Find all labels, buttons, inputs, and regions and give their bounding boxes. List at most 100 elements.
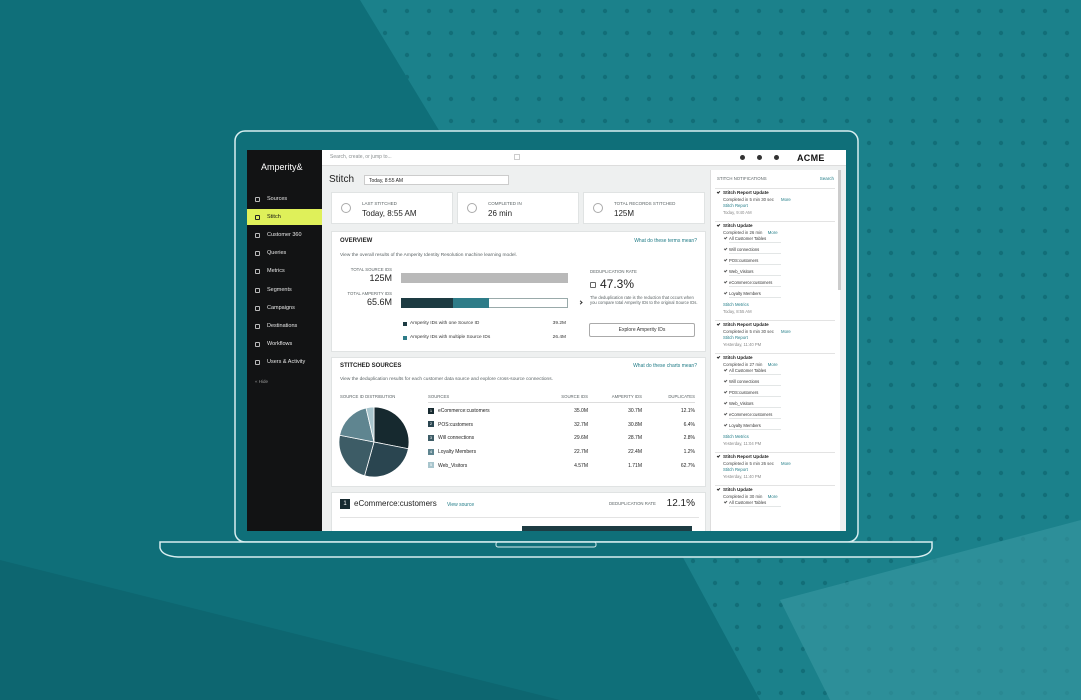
search-kbd xyxy=(514,154,520,160)
source-name[interactable]: Loyalty Members xyxy=(438,449,477,456)
notification-more[interactable]: More xyxy=(767,361,778,367)
pie-chart xyxy=(338,406,410,478)
total-source-value: 125M xyxy=(369,273,392,283)
sub-stats xyxy=(729,373,781,375)
sub-check xyxy=(723,500,727,504)
top-icon[interactable] xyxy=(774,155,779,160)
legend-label: Amperity IDs with multiple Source IDs xyxy=(410,335,491,340)
detail-rank: 1 xyxy=(340,499,350,509)
nav-item[interactable]: Queries xyxy=(267,250,287,257)
notification-more[interactable]: More xyxy=(767,493,778,499)
top-icon[interactable] xyxy=(757,155,762,160)
check-mark xyxy=(716,487,721,491)
source-detail-panel: 1 eCommerce:customers View source DEDUPLICA… xyxy=(331,492,706,531)
source-name[interactable]: POS:customers xyxy=(438,421,474,428)
nav-item[interactable]: Sources xyxy=(267,195,288,202)
hide-button[interactable]: « Hide xyxy=(255,379,269,384)
column-header: AMPERITY IDS xyxy=(611,394,642,399)
sub-item: Web_Visitors xyxy=(729,401,754,406)
pie-slice xyxy=(364,441,409,478)
overview-link[interactable]: What do these terms mean? xyxy=(634,238,697,244)
pie-slice xyxy=(373,406,410,450)
search-input[interactable]: Search, create, or jump to... xyxy=(330,154,392,160)
sub-stats xyxy=(729,384,781,386)
legend-swatch xyxy=(403,336,407,340)
nav-item[interactable]: Users & Activity xyxy=(267,359,306,366)
nav-item[interactable]: Segments xyxy=(267,286,292,293)
notification-title: Stitch Report Update xyxy=(723,190,769,195)
notification-status: Completed in 30 min xyxy=(723,493,763,499)
notification-more[interactable]: More xyxy=(781,196,791,202)
detail-link[interactable]: View source xyxy=(447,502,475,508)
notification-link[interactable]: Stitch Report xyxy=(723,467,748,472)
notification-status: Completed in 5 min 30 sec xyxy=(723,328,774,334)
sub-stats xyxy=(729,263,781,265)
stat-label: COMPLETED IN xyxy=(488,201,522,206)
stat-card: TOTAL RECORDS STITCHED 125M xyxy=(583,192,705,224)
account[interactable]: ACME xyxy=(797,153,825,163)
nav-item[interactable]: Workflows xyxy=(267,341,293,348)
notification-more[interactable]: More xyxy=(781,328,791,334)
nav-item[interactable]: Customer 360 xyxy=(267,231,302,238)
check-mark xyxy=(716,190,721,194)
app-screen: Amperity& Sources Stitch Customer 360 Querie… xyxy=(247,150,846,531)
dedup-text: The deduplication rate is the reduction … xyxy=(590,295,698,306)
source-name[interactable]: eCommerce:customers xyxy=(438,408,490,414)
sub-item: All Customer Tables xyxy=(729,236,767,241)
top-icon[interactable] xyxy=(740,155,745,160)
total-amperity-value: 65.6M xyxy=(366,297,392,307)
nav-icon xyxy=(255,214,260,220)
notification-link[interactable]: Stitch Metrics xyxy=(723,302,749,307)
source-name[interactable]: Will connections xyxy=(438,435,475,442)
page-title: Stitch xyxy=(329,174,355,185)
total-source-label: TOTAL SOURCE IDS xyxy=(350,267,392,272)
notification-time: Yesterday, 11:40 PM xyxy=(723,473,762,479)
stat-card: COMPLETED IN 26 min xyxy=(457,192,579,224)
rank-badge: 3 xyxy=(428,434,434,441)
notification-link[interactable]: Stitch Metrics xyxy=(723,434,749,439)
nav-icon xyxy=(255,269,260,275)
column-header: SOURCES xyxy=(428,394,450,399)
sub-check xyxy=(723,423,727,427)
nav-icon xyxy=(255,342,260,348)
sub-stats xyxy=(729,274,781,276)
dedup-label: DEDUPLICATION RATE xyxy=(590,269,637,274)
sub-check xyxy=(723,291,727,295)
nav-icon xyxy=(255,251,260,257)
notifications-panel: STITCH NOTIFICATIONS Search Stitch Report … xyxy=(710,170,841,531)
overview-description: View the overall results of the Amperity… xyxy=(340,253,517,258)
run-select[interactable]: Today, 8:55 AM xyxy=(364,175,509,185)
notification-more[interactable]: More xyxy=(781,460,791,466)
notifications-search[interactable]: Search xyxy=(819,176,834,181)
source-name[interactable]: Web_Visitors xyxy=(438,462,468,469)
divider xyxy=(715,320,835,321)
sub-item: Will connections xyxy=(729,379,760,384)
notification-more[interactable]: More xyxy=(767,229,778,235)
nav-item[interactable]: Campaigns xyxy=(267,304,295,311)
sub-stats xyxy=(729,406,781,408)
sub-check xyxy=(723,280,727,284)
scrollbar xyxy=(838,170,841,290)
notification-link[interactable]: Stitch Report xyxy=(723,335,748,340)
explore-button[interactable]: Explore Amperity IDs xyxy=(589,323,695,337)
sub-stats xyxy=(729,417,781,419)
nav-item[interactable]: Destinations xyxy=(267,322,298,329)
notification-title: Stitch Report Update xyxy=(723,322,769,327)
sub-stats xyxy=(729,428,781,430)
stat-label: TOTAL RECORDS STITCHED xyxy=(614,201,676,206)
notification-time: Yesterday, 11:40 PM xyxy=(723,341,762,347)
expand-arrow[interactable] xyxy=(578,300,583,305)
notification-link[interactable]: Stitch Report xyxy=(723,203,748,208)
nav-item[interactable]: Stitch xyxy=(267,213,281,220)
nav-item[interactable]: Metrics xyxy=(267,268,285,275)
sub-item: Will connections xyxy=(729,247,760,252)
sub-item: All Customer Tables xyxy=(729,368,767,373)
total-amperity-label: TOTAL AMPERITY IDS xyxy=(347,291,393,296)
sources-link[interactable]: What do these charts mean? xyxy=(633,363,697,369)
amperity-ids: 22.4M xyxy=(628,449,642,456)
dedup-rate: 47.3% xyxy=(600,277,635,291)
stitched-sources-panel: STITCHED SOURCES What do these charts mea… xyxy=(331,357,706,487)
rank-badge: 2 xyxy=(428,421,434,428)
sub-check xyxy=(723,258,727,262)
